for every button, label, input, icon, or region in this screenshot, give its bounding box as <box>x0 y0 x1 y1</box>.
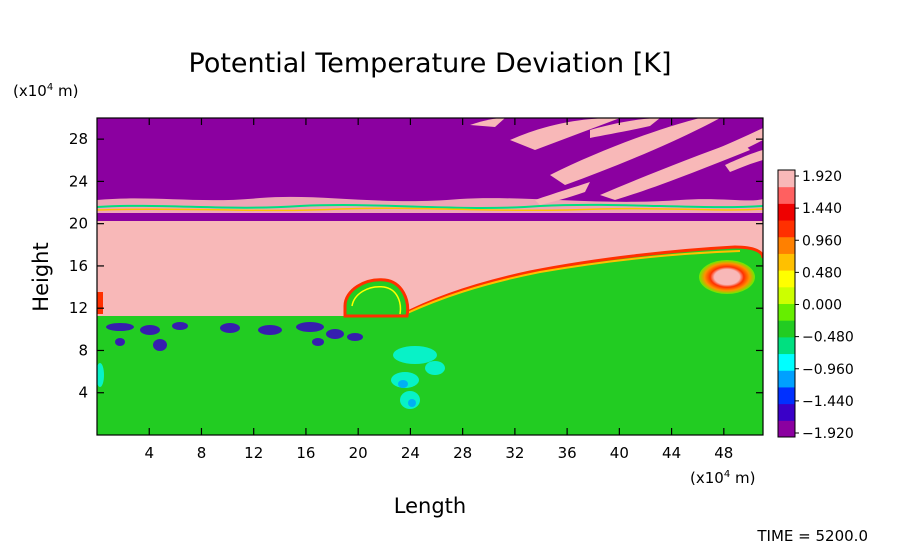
plot-frame <box>96 117 764 436</box>
colorbar-swatch <box>778 353 795 371</box>
colorbar: 1.920 1.440 0.960 0.480 0.000 −0.480 −0.960 −1.… <box>777 169 854 442</box>
warm-bubble <box>343 278 410 318</box>
colorbar-frame <box>777 169 796 438</box>
x-tick-label: 12 <box>244 444 263 462</box>
x-tick-label: 24 <box>401 444 420 462</box>
colorbar-tick-label: 0.960 <box>802 233 842 249</box>
colorbar-swatch <box>778 303 795 321</box>
colorbar-tick-label: −1.920 <box>802 426 854 442</box>
colorbar-swatch <box>778 203 795 221</box>
x-tick-label: 48 <box>714 444 733 462</box>
x-axis-label: Length <box>394 494 466 518</box>
x-tick-label: 32 <box>505 444 524 462</box>
y-ticks: 4 8 12 16 20 24 28 <box>69 130 763 402</box>
colorbar-tick-label: 1.920 <box>802 169 842 185</box>
gravity-waves <box>470 118 763 205</box>
x-tick-label: 36 <box>558 444 577 462</box>
colorbar-tick-label: 0.480 <box>802 265 842 281</box>
colorbar-tick-label: −0.960 <box>802 362 854 378</box>
colorbar-swatch <box>778 220 795 238</box>
x-tick-label: 8 <box>197 444 207 462</box>
x-tick-label: 40 <box>610 444 629 462</box>
cold-patches <box>106 322 363 351</box>
warm-front-lobe <box>400 247 763 320</box>
vortex <box>699 260 755 294</box>
y-unit-label: (x104 m) <box>13 82 78 100</box>
lower-layer <box>97 316 763 435</box>
colorbar-tick-label: 0.000 <box>802 298 842 314</box>
colorbar-swatch <box>778 236 795 254</box>
colorbar-swatch <box>778 370 795 388</box>
colorbar-swatch <box>778 270 795 288</box>
x-tick-label: 16 <box>296 444 315 462</box>
x-unit-label: (x104 m) <box>690 469 755 487</box>
colorbar-swatch <box>778 186 795 204</box>
colorbar-tick-label: −0.480 <box>802 330 854 346</box>
y-tick-label: 4 <box>78 384 88 402</box>
x-tick-label: 44 <box>662 444 681 462</box>
time-label: TIME = 5200.0 <box>756 527 868 544</box>
colorbar-swatch <box>778 286 795 304</box>
x-tick-label: 28 <box>453 444 472 462</box>
x-tick-label: 20 <box>349 444 368 462</box>
colorbar-swatch <box>778 320 795 338</box>
colorbar-swatch <box>778 336 795 355</box>
x-tick-label: 4 <box>144 444 154 462</box>
colorbar-tick-label: −1.440 <box>802 394 854 410</box>
y-tick-label: 24 <box>69 172 88 190</box>
colorbar-swatch <box>778 170 795 188</box>
y-tick-label: 20 <box>69 215 88 233</box>
colorbar-swatch <box>778 253 795 271</box>
colorbar-swatch <box>778 403 795 421</box>
y-tick-label: 8 <box>78 341 88 359</box>
y-tick-label: 16 <box>69 257 88 275</box>
heatmap-field <box>97 118 763 435</box>
colorbar-swatch <box>778 420 795 438</box>
colorbar-swatch <box>778 386 795 405</box>
x-ticks: 4 8 12 16 20 24 28 32 36 40 44 48 <box>144 118 733 462</box>
chart-title: Potential Temperature Deviation [K] <box>189 48 672 79</box>
y-axis-label: Height <box>29 242 53 311</box>
y-tick-label: 28 <box>69 130 88 148</box>
colorbar-tick-label: 1.440 <box>802 201 842 217</box>
cold-strip <box>97 213 763 221</box>
y-tick-label: 12 <box>69 299 88 317</box>
